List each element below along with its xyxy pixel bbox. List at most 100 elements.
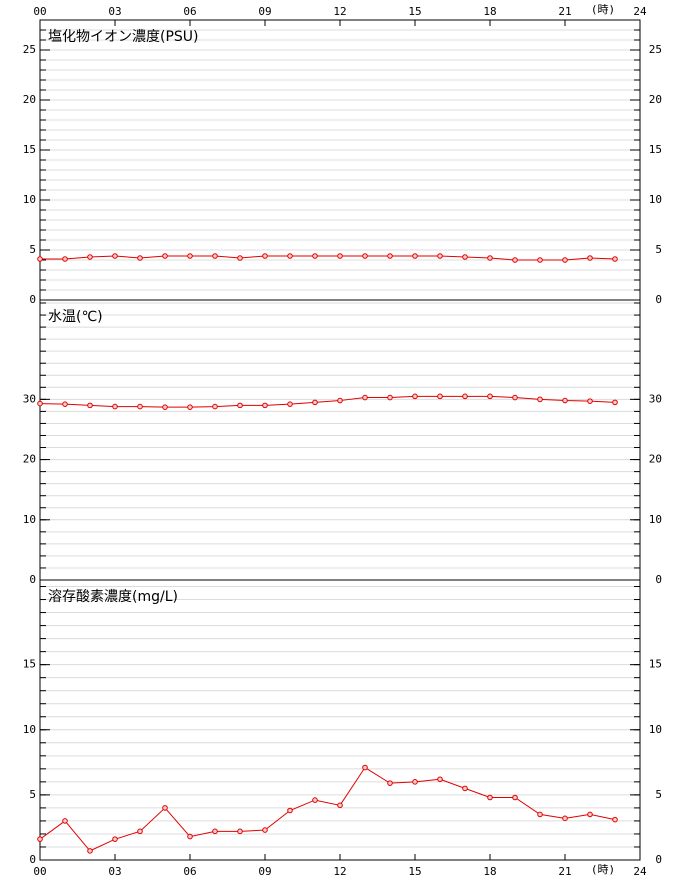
data-point (312, 399, 318, 406)
panel-frame (39, 299, 641, 581)
y-tick-label: 25 (23, 43, 36, 56)
x-tick-label: 09 (258, 5, 271, 18)
x-tick-label: 00 (33, 5, 46, 18)
x-tick-label: 18 (483, 5, 496, 18)
data-point (412, 393, 418, 400)
y-tick-label: 15 (23, 143, 36, 156)
x-tick-label: 03 (108, 865, 121, 878)
data-point (137, 403, 143, 410)
y-tick-label: 20 (649, 93, 662, 106)
y-tick-label: 5 (29, 788, 36, 801)
data-point (587, 398, 593, 404)
data-point (537, 257, 543, 263)
data-point (62, 401, 68, 407)
y-tick-label: 30 (23, 392, 36, 405)
data-point (512, 794, 518, 801)
data-point (112, 403, 118, 410)
data-point (37, 836, 43, 842)
data-point (487, 794, 493, 801)
x-tick-label: 06 (183, 5, 196, 18)
data-point (212, 253, 218, 259)
x-unit-label: (時) (591, 3, 615, 16)
data-point (437, 393, 443, 400)
data-point (412, 779, 418, 785)
data-point (387, 394, 393, 401)
data-point (462, 393, 468, 400)
data-point (587, 811, 593, 818)
data-point (387, 253, 393, 259)
data-point (587, 255, 593, 261)
data-point (87, 254, 93, 260)
y-tick-label: 20 (23, 93, 36, 106)
data-point (287, 253, 293, 259)
data-point (537, 811, 543, 818)
y-tick-label: 0 (29, 853, 36, 866)
panel-title: 溶存酸素濃度(mg/L) (48, 589, 178, 605)
data-point (612, 256, 618, 262)
data-point (262, 402, 268, 409)
y-tick-label: 10 (23, 723, 36, 736)
data-point (287, 807, 293, 814)
data-point (387, 780, 393, 786)
y-tick-label: 10 (649, 193, 662, 206)
data-point (437, 776, 443, 783)
y-tick-label: 20 (23, 453, 36, 466)
y-tick-label: 10 (23, 193, 36, 206)
x-unit-label: (時) (591, 863, 615, 876)
y-tick-label: 5 (655, 788, 662, 801)
data-point (162, 253, 168, 259)
x-tick-label: 12 (333, 865, 346, 878)
data-point (112, 836, 118, 842)
data-point (237, 402, 243, 409)
data-point (562, 257, 568, 263)
data-point (162, 404, 168, 410)
y-tick-label: 25 (649, 43, 662, 56)
y-tick-label: 10 (23, 513, 36, 526)
data-point (337, 802, 343, 809)
x-tick-label: 06 (183, 865, 196, 878)
y-tick-label: 10 (649, 723, 662, 736)
y-tick-label: 0 (655, 853, 662, 866)
y-tick-label: 5 (29, 243, 36, 256)
y-tick-label: 20 (649, 453, 662, 466)
panel-title: 水温(℃) (48, 309, 103, 325)
x-tick-label: 09 (258, 865, 271, 878)
y-tick-label: 15 (23, 658, 36, 671)
data-point (562, 815, 568, 822)
data-point (437, 253, 443, 259)
data-point (612, 816, 618, 823)
data-point (62, 818, 68, 824)
data-point (537, 396, 543, 403)
data-point (462, 785, 468, 792)
y-tick-label: 0 (655, 293, 662, 306)
data-point (412, 253, 418, 259)
y-tick-label: 15 (649, 143, 662, 156)
x-tick-label: 00 (33, 865, 46, 878)
data-point (162, 805, 168, 811)
x-tick-label: 18 (483, 865, 496, 878)
y-tick-label: 0 (655, 573, 662, 586)
x-tick-label: 12 (333, 5, 346, 18)
x-tick-label: 15 (408, 5, 421, 18)
x-tick-label: 24 (633, 5, 647, 18)
data-point (362, 764, 368, 771)
data-point (212, 828, 218, 835)
data-point (212, 403, 218, 410)
data-point (287, 401, 293, 407)
data-point (37, 256, 43, 262)
x-tick-label: 21 (558, 5, 571, 18)
data-point (362, 253, 368, 259)
data-point (462, 254, 468, 260)
x-tick-label: 21 (558, 865, 571, 878)
data-point (612, 399, 618, 406)
x-tick-label: 24 (633, 865, 647, 878)
data-point (87, 402, 93, 409)
y-tick-label: 10 (649, 513, 662, 526)
data-line (39, 766, 616, 852)
data-point (237, 255, 243, 261)
x-tick-label: 15 (408, 865, 421, 878)
data-point (337, 397, 343, 404)
data-point (187, 833, 193, 840)
x-tick-label: 03 (108, 5, 121, 18)
